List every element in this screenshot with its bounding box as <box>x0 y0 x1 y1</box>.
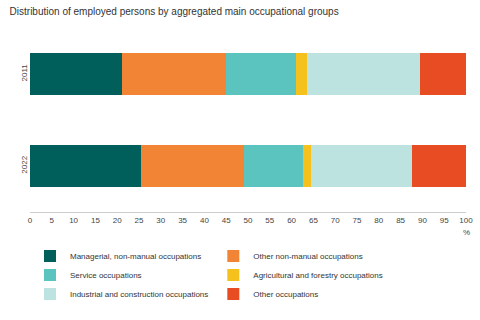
svg-text:65: 65 <box>309 216 318 225</box>
svg-text:75: 75 <box>353 216 362 225</box>
svg-text:30: 30 <box>156 216 165 225</box>
svg-text:50: 50 <box>244 216 253 225</box>
svg-text:Agricultural and forestry occu: Agricultural and forestry occupations <box>253 271 382 280</box>
svg-text:15: 15 <box>91 216 100 225</box>
svg-text:20: 20 <box>113 216 122 225</box>
svg-text:35: 35 <box>178 216 187 225</box>
svg-text:80: 80 <box>374 216 383 225</box>
svg-text:%: % <box>463 228 470 237</box>
svg-text:70: 70 <box>331 216 340 225</box>
svg-text:10: 10 <box>69 216 78 225</box>
svg-text:85: 85 <box>396 216 405 225</box>
svg-text:Industrial and construction oc: Industrial and construction occupations <box>70 290 208 299</box>
svg-text:5: 5 <box>50 216 55 225</box>
svg-text:25: 25 <box>135 216 144 225</box>
svg-text:90: 90 <box>418 216 427 225</box>
svg-text:Managerial, non-manual occupat: Managerial, non-manual occupations <box>70 252 201 261</box>
svg-text:Other occupations: Other occupations <box>253 290 318 299</box>
svg-text:2022: 2022 <box>20 155 29 173</box>
svg-text:40: 40 <box>200 216 209 225</box>
svg-text:45: 45 <box>222 216 231 225</box>
svg-text:Distribution of employed perso: Distribution of employed persons by aggr… <box>10 6 339 17</box>
svg-text:60: 60 <box>287 216 296 225</box>
svg-text:2011: 2011 <box>20 64 29 82</box>
svg-text:100: 100 <box>459 216 473 225</box>
svg-text:Other non-manual occupations: Other non-manual occupations <box>253 252 362 261</box>
svg-text:Service occupations: Service occupations <box>70 271 142 280</box>
svg-text:55: 55 <box>265 216 274 225</box>
svg-text:95: 95 <box>440 216 449 225</box>
svg-text:0: 0 <box>28 216 33 225</box>
